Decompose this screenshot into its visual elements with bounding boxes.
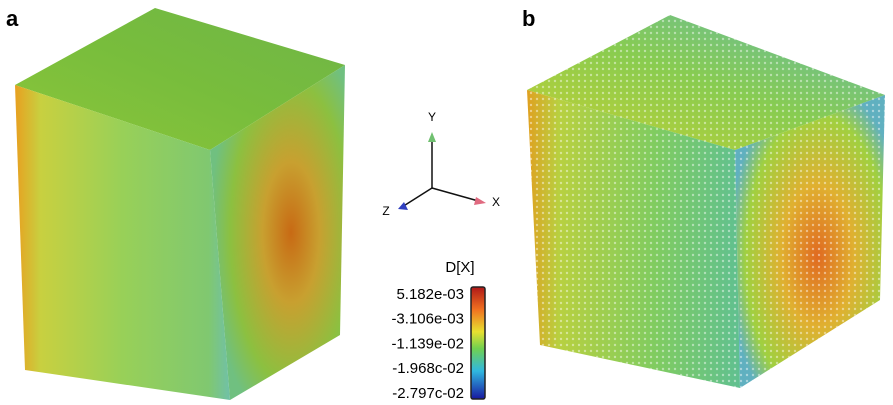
axes-triad: Y X Z [382, 110, 500, 218]
colorbar-tick-label: -1.139e-02 [391, 335, 464, 352]
colorbar-tick-label: -3.106e-03 [391, 311, 464, 328]
colorbar-tick-label: -1.968c-02 [392, 360, 464, 377]
panel-label: b [522, 6, 535, 31]
colorbar: D[X] 5.182e-03 -3.106e-03 -1.139e-02 -1.968… [391, 259, 486, 402]
axis-label: X [492, 195, 500, 209]
cube-atomistic [527, 15, 885, 388]
axis-label: Z [382, 204, 389, 218]
colorbar-tick-label: -2.797c-02 [392, 385, 464, 402]
panel-label: a [6, 6, 19, 31]
cube-continuum [15, 8, 345, 400]
colorbar-title: D[X] [445, 259, 474, 276]
axis-label: Y [428, 110, 436, 124]
colorbar-tick-label: 5.182e-03 [396, 286, 464, 303]
